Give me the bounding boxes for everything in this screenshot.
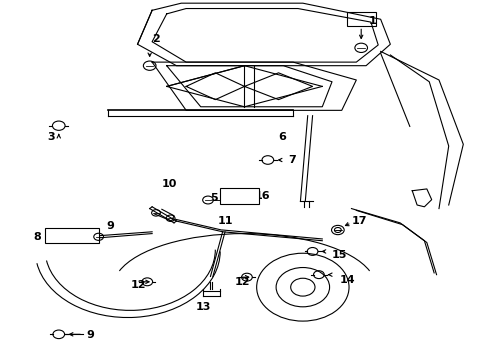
Text: 1: 1 <box>368 16 375 26</box>
Text: 7: 7 <box>287 156 295 165</box>
Text: 6: 6 <box>278 132 286 142</box>
Text: 17: 17 <box>351 216 366 226</box>
Text: 8: 8 <box>33 232 41 242</box>
Text: 15: 15 <box>331 250 346 260</box>
Text: 2: 2 <box>152 34 160 44</box>
Bar <box>220 188 259 204</box>
Bar <box>346 12 375 26</box>
Text: 3: 3 <box>47 132 55 142</box>
Text: 12: 12 <box>234 277 250 287</box>
Text: 12: 12 <box>130 280 145 291</box>
Text: 9: 9 <box>86 330 94 341</box>
Text: 4: 4 <box>242 197 249 206</box>
Bar <box>45 228 99 243</box>
Text: 9: 9 <box>106 221 114 231</box>
Text: 11: 11 <box>217 216 233 226</box>
Text: 13: 13 <box>196 302 211 312</box>
Text: 5: 5 <box>210 193 218 203</box>
Text: 14: 14 <box>339 275 354 285</box>
Text: 16: 16 <box>254 191 269 201</box>
Text: 10: 10 <box>162 179 177 189</box>
